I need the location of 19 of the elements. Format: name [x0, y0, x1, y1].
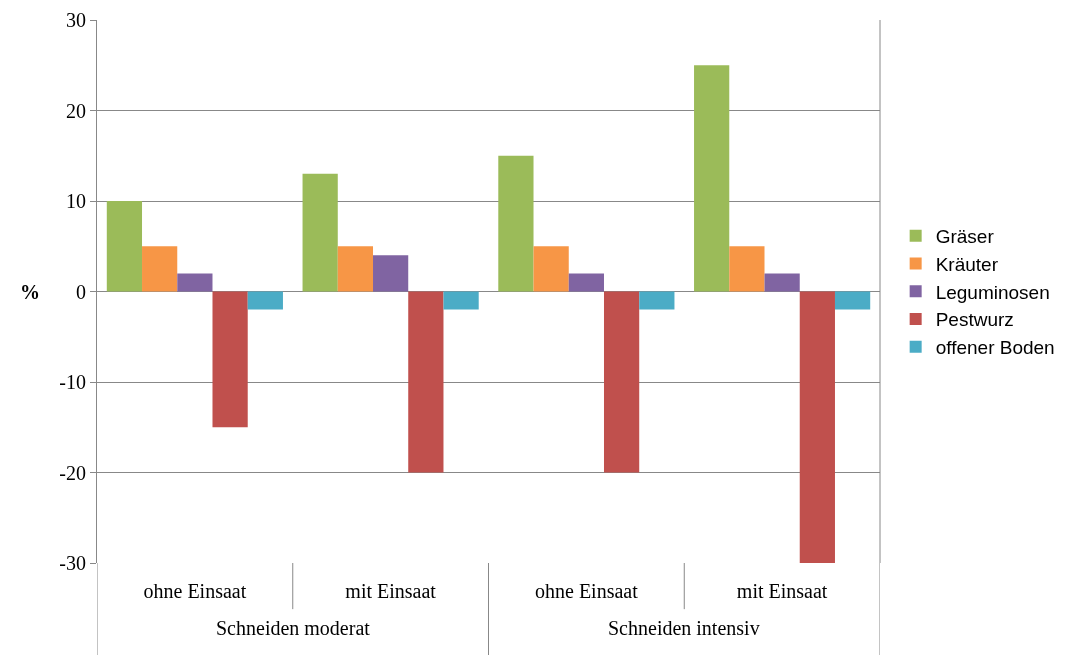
text: Schneiden intensiv: [608, 617, 760, 639]
x-tick-label: mit Einsaat: [736, 580, 828, 602]
x-tick-label: ohne Einsaat: [143, 580, 247, 602]
legend-label: Leguminosen: [935, 281, 1050, 303]
legend-label: Kräuter: [935, 253, 999, 275]
legend-label: Gräser: [935, 226, 995, 248]
text: Schneiden moderat: [216, 617, 371, 639]
y-tick-label: 30: [66, 9, 86, 31]
y-tick-label: -10: [59, 371, 86, 393]
x-tick-label: ohne Einsaat: [535, 580, 639, 602]
y-tick-label: 10: [66, 190, 86, 212]
x-tick-label: mit Einsaat: [345, 580, 437, 602]
y-axis-title: %: [20, 281, 40, 303]
legend-label: Pestwurz: [935, 309, 1014, 331]
legend-label: offener Boden: [935, 337, 1055, 359]
y-tick-label: 20: [66, 99, 86, 122]
y-tick-label: -30: [59, 552, 86, 574]
y-tick-label: -20: [59, 461, 86, 484]
y-tick-label: 0: [76, 280, 86, 303]
